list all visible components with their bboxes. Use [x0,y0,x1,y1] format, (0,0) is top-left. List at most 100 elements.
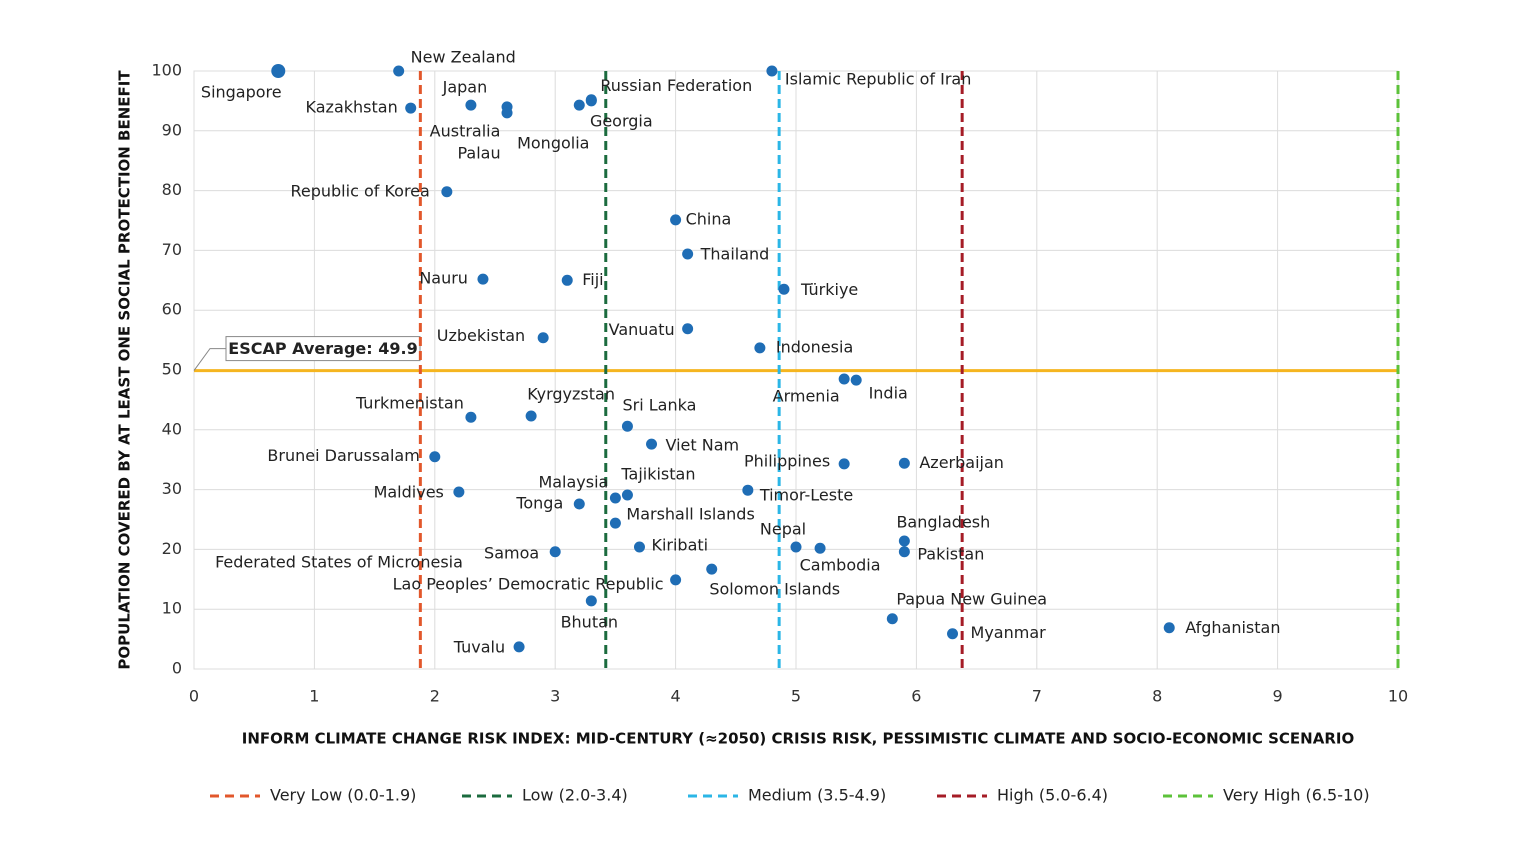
y-axis-title: POPULATION COVERED BY AT LEAST ONE SOCIA… [116,70,134,670]
point [646,438,658,450]
point [778,283,790,295]
point [947,628,959,640]
point [814,542,826,554]
point-label: Nauru [419,269,468,288]
point-label: Papua New Guinea [896,589,1047,608]
point-label: Thailand [700,244,770,263]
point [525,410,537,422]
point [465,411,477,423]
point-label: Uzbekistan [437,326,525,345]
point [429,451,441,463]
point [465,99,477,111]
y-tick-label: 80 [162,180,182,199]
x-tick-label: 10 [1388,687,1408,706]
point [561,274,573,286]
x-tick-label: 1 [309,687,319,706]
point [573,498,585,510]
y-tick-label: 20 [162,539,182,558]
point [754,342,766,354]
point-label: Samoa [484,543,539,562]
point [441,186,453,198]
point [609,517,621,529]
point [898,546,910,558]
point [477,273,489,285]
point-label: Myanmar [971,623,1047,642]
point [585,595,597,607]
y-tick-label: 70 [162,240,182,259]
point-label: Brunei Darussalam [267,446,419,465]
point-label: Australia [430,121,501,140]
point [405,102,417,114]
point-label: Armenia [773,386,840,405]
y-tick-label: 60 [162,300,182,319]
point [682,248,694,260]
point [838,373,850,385]
point-label: Malaysia [538,472,608,491]
point-label: New Zealand [411,48,516,67]
x-tick-label: 3 [550,687,560,706]
point-label: Federated States of Micronesia [215,553,463,572]
point [682,323,694,335]
legend-label: Medium (3.5-4.9) [748,786,886,805]
point [621,489,633,501]
point-label: Fiji [582,270,603,289]
point-label: Tajikistan [620,464,695,483]
point [573,99,585,111]
point [838,458,850,470]
point-label: Japan [442,78,488,97]
legend-label: Low (2.0-3.4) [522,786,628,805]
point-label: Marshall Islands [626,505,754,524]
point [453,486,465,498]
point-label: Islamic Republic of Iran [785,70,971,89]
point-label: Singapore [201,83,282,102]
y-tick-label: 100 [151,61,182,80]
y-tick-label: 40 [162,419,182,438]
point-label: Palau [457,143,500,162]
point-label: Maldives [374,482,444,501]
point-label: Sri Lanka [622,396,696,415]
point [609,492,621,504]
point [898,457,910,469]
point [898,535,910,547]
y-tick-label: 50 [162,360,182,379]
point-label: Nepal [760,520,806,539]
point-label: Viet Nam [666,436,740,455]
callout-leader [193,348,226,371]
x-tick-label: 0 [189,687,199,706]
point [585,94,597,106]
y-tick-label: 90 [162,120,182,139]
callout-box [225,336,421,362]
point-label: Bhutan [561,612,618,631]
point-label: Lao Peoples’ Democratic Republic [393,574,664,593]
point-label: Vanuatu [609,320,675,339]
point-label: China [686,209,732,228]
point-label: Cambodia [800,556,881,575]
point [621,420,633,432]
point-label: Georgia [590,111,653,130]
x-tick-label: 9 [1273,687,1283,706]
point-label: Solomon Islands [709,580,840,599]
y-tick-label: 30 [162,479,182,498]
point [670,574,682,586]
legend-label: High (5.0-6.4) [997,786,1108,805]
point-label: Timor-Leste [759,486,853,505]
point-label: Indonesia [776,337,853,356]
point [850,374,862,386]
point [790,541,802,553]
point-label: Republic of Korea [290,181,429,200]
point-label: Kyrgyzstan [527,385,615,404]
point [501,107,513,119]
x-tick-label: 2 [430,687,440,706]
x-tick-label: 8 [1152,687,1162,706]
point [513,641,525,653]
point-label: Türkiye [800,280,858,299]
point [706,563,718,575]
x-tick-label: 4 [671,687,681,706]
point-label: Azerbaijan [919,453,1004,472]
point-label: Kazakhstan [306,98,398,117]
point [670,214,682,226]
point-label: Tuvalu [453,637,505,656]
point [537,332,549,344]
point [1163,622,1175,634]
